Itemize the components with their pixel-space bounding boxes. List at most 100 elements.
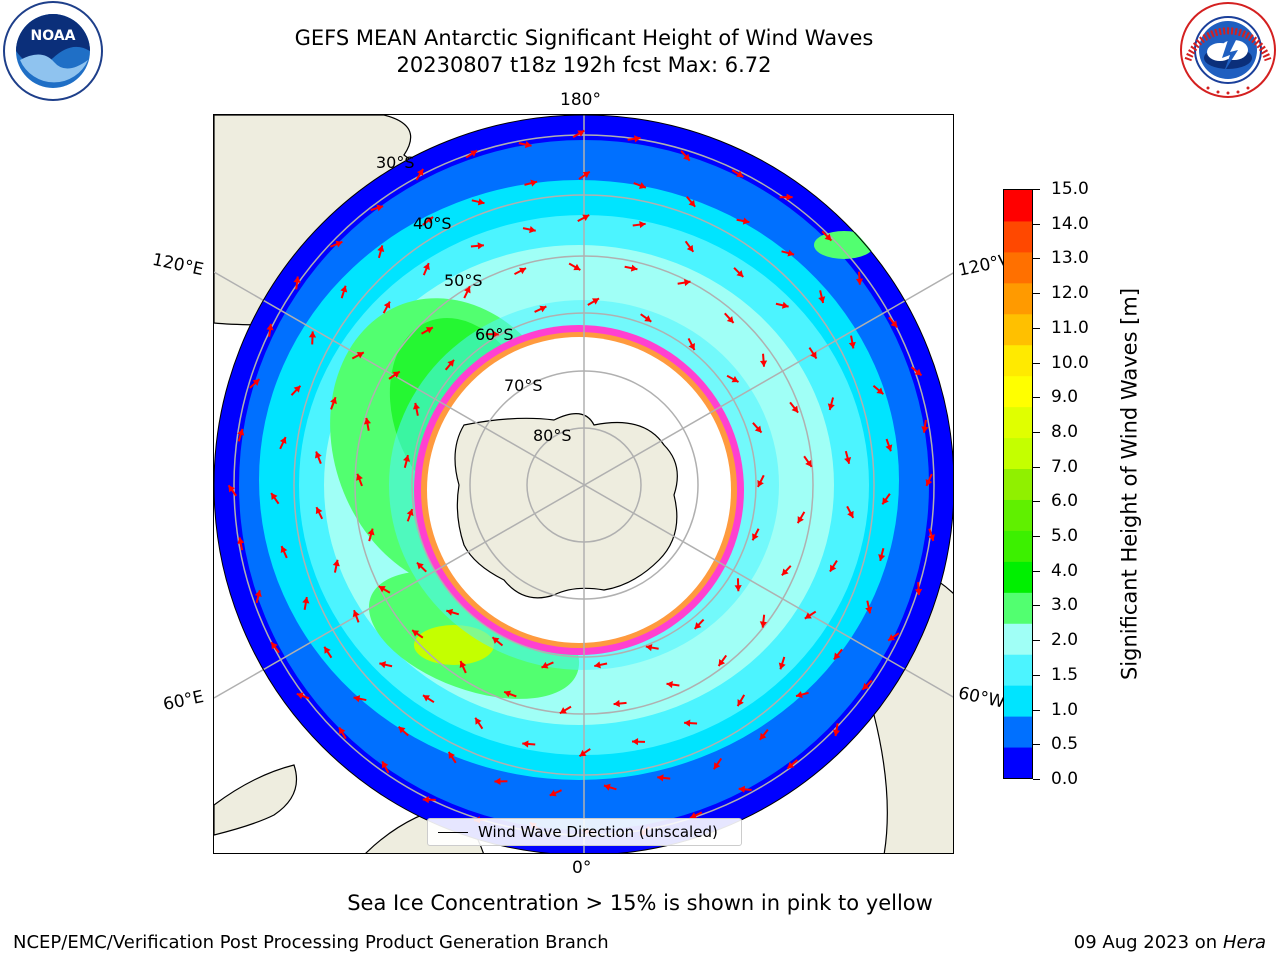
- wind-arrow-head: [339, 727, 346, 735]
- footer-machine: Hera: [1222, 932, 1266, 953]
- wind-arrow-head: [519, 267, 527, 275]
- colorbar-band: [1004, 747, 1032, 778]
- colorbar-tick-label: 0.0: [1033, 771, 1078, 788]
- land-africa: [214, 764, 298, 836]
- wind-arrow-head: [787, 761, 795, 769]
- wind-arrow-head: [406, 509, 414, 517]
- wind-arrow-head: [592, 298, 600, 305]
- wind-arrow-head: [330, 397, 337, 405]
- colorbar-band: [1004, 561, 1032, 593]
- wind-arrow-head: [422, 695, 430, 702]
- colorbar-band: [1004, 654, 1032, 686]
- wind-arrow-head: [412, 402, 421, 410]
- svg-text:NOAA: NOAA: [31, 28, 76, 44]
- colorbar-tick-label: 12.0: [1033, 285, 1089, 302]
- wind-arrow-head: [448, 751, 455, 759]
- wind-arrow-head: [271, 493, 278, 501]
- wind-arrow-head: [683, 279, 691, 287]
- wind-arrow-head: [492, 330, 499, 338]
- wind-arrow-head: [296, 692, 304, 700]
- colorbar-band: [1004, 716, 1032, 748]
- wind-arrow-head: [266, 323, 274, 331]
- wind-arrow-head: [928, 534, 935, 541]
- colorbar-band: [1004, 313, 1032, 346]
- lat-label-60s: 60°S: [475, 325, 514, 344]
- wind-arrow-head: [690, 812, 698, 819]
- wind-arrow-head: [878, 554, 886, 561]
- wind-arrow-head: [549, 789, 557, 797]
- lat-label-30s: 30°S: [376, 153, 415, 172]
- wind-arrow-head: [759, 360, 768, 367]
- wind-arrow-head: [688, 199, 696, 207]
- wind-arrow-head: [522, 740, 529, 748]
- colorbar-tick-label: 11.0: [1033, 319, 1089, 337]
- wind-arrow-head: [810, 351, 817, 359]
- wind-arrow-head: [759, 621, 767, 628]
- colorbar-band: [1004, 437, 1032, 470]
- colorbar-band: [1004, 623, 1032, 655]
- wind-arrow-head: [736, 170, 744, 178]
- wind-arrow-head: [403, 455, 411, 462]
- wind-arrow-head: [630, 264, 638, 272]
- wind-arrow-head: [885, 444, 893, 452]
- colorbar-band: [1004, 499, 1032, 531]
- colorbar-band: [1004, 592, 1032, 624]
- wind-arrow-head: [734, 585, 742, 592]
- wind-arrow-head: [914, 588, 923, 596]
- wind-arrow-head: [847, 510, 854, 518]
- wind-arrow-head: [752, 533, 759, 541]
- colorbar-tick-label: 13.0: [1033, 250, 1089, 267]
- wind-arrow-head: [363, 417, 372, 425]
- wind-arrow-head: [786, 193, 793, 201]
- wind-arrow-head: [718, 659, 726, 666]
- wind-arrow-head: [470, 150, 478, 157]
- wind-arrow-head: [925, 478, 933, 486]
- colorbar-tick-label: 15.0: [1033, 181, 1089, 198]
- colorbar-band: [1004, 685, 1032, 717]
- wind-arrow-head: [832, 729, 841, 737]
- wind-arrow-head: [632, 738, 639, 746]
- wind-arrow-head: [422, 796, 429, 804]
- lat-label-50s: 50°S: [444, 271, 483, 290]
- wind-arrow-head: [666, 680, 673, 689]
- wind-arrow-head: [356, 351, 364, 359]
- lon-label-top: 180°: [560, 90, 601, 110]
- wind-arrow-head: [759, 732, 767, 740]
- wind-arrow-head: [757, 480, 764, 487]
- wind-arrow-head: [423, 263, 430, 271]
- wind-arrow-head: [639, 221, 646, 229]
- wind-arrow-head: [353, 695, 361, 703]
- wind-arrow-head: [638, 182, 646, 189]
- wind-arrow-head: [754, 425, 762, 433]
- wind-arrow-head: [921, 426, 929, 433]
- wind-arrow-head: [888, 634, 896, 641]
- wind-arrow-head: [726, 316, 734, 323]
- wind-arrow-head: [914, 368, 922, 376]
- wind-arrow-head: [237, 537, 245, 545]
- wind-arrow-head: [381, 761, 389, 769]
- noaa-logo-icon: NOAA: [3, 1, 103, 101]
- colorbar: [1003, 189, 1033, 779]
- wind-arrow-head: [824, 233, 832, 241]
- wind-arrow-head: [833, 652, 841, 660]
- wind-arrow-head: [787, 249, 795, 257]
- wind-arrow-head: [271, 642, 278, 650]
- wind-arrow-head: [315, 507, 323, 515]
- wind-arrow-head: [477, 242, 484, 250]
- colorbar-tick-label: 1.0: [1033, 701, 1078, 719]
- colorbar-tick-label: 9.0: [1033, 389, 1078, 406]
- wind-arrow-head: [530, 179, 538, 187]
- wind-arrow-head: [731, 375, 739, 383]
- colorbar-band: [1004, 251, 1032, 284]
- wind-arrow-head: [778, 662, 786, 670]
- wind-arrow-head: [805, 459, 812, 467]
- colorbar-tick-label: 5.0: [1033, 528, 1078, 545]
- wind-arrow-head: [416, 168, 424, 176]
- wind-arrow-head: [324, 646, 331, 654]
- wind-arrow-head: [684, 719, 691, 727]
- colorbar-tick-label: 8.0: [1033, 423, 1078, 441]
- wind-arrow-head: [657, 774, 664, 782]
- polar-map-canvas: [214, 115, 953, 853]
- wind-arrow-head: [848, 341, 856, 349]
- wind-arrow-head: [378, 586, 386, 593]
